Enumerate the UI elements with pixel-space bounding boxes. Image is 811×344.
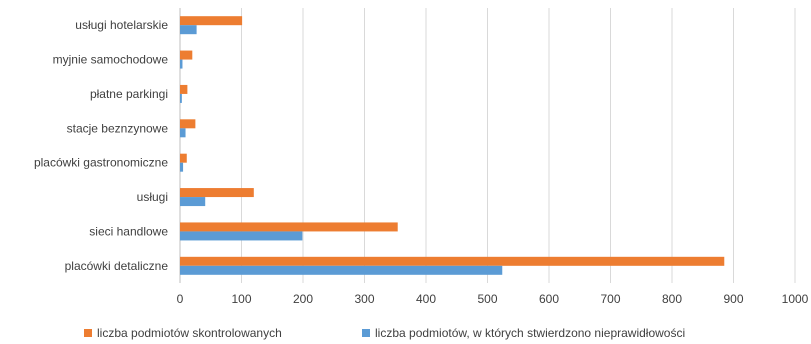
- bar-controlled: [180, 153, 187, 163]
- x-tick-label: 800: [662, 292, 682, 306]
- category-label: usługi hotelarskie: [75, 18, 168, 32]
- bar-irregularities: [180, 25, 197, 35]
- bar-controlled: [180, 84, 188, 94]
- bar-irregularities: [180, 231, 303, 241]
- bar-controlled: [180, 50, 193, 60]
- x-tick-label: 300: [354, 292, 374, 306]
- bar-irregularities: [180, 59, 183, 69]
- legend-swatch-irregularities: [362, 329, 370, 337]
- category-label: placówki detaliczne: [65, 259, 169, 273]
- category-label: placówki gastronomiczne: [34, 156, 168, 170]
- bar-controlled: [180, 256, 725, 266]
- x-tick-label: 900: [723, 292, 743, 306]
- bar-irregularities: [180, 93, 182, 103]
- bar-irregularities: [180, 128, 186, 138]
- bar-chart: 0 100 200 300 400 500 600 700 800 900 1000 usługi h…: [34, 8, 809, 306]
- category-label: myjnie samochodowe: [53, 53, 169, 67]
- category-label: usługi: [137, 190, 168, 204]
- legend-label-irregularities: liczba podmiotów, w których stwierdzono …: [375, 326, 686, 340]
- x-tick-label: 600: [539, 292, 559, 306]
- x-tick-label: 400: [416, 292, 436, 306]
- legend-label-controlled: liczba podmiotów skontrolowanych: [97, 326, 282, 340]
- category-label: płatne parkingi: [90, 87, 168, 101]
- x-tick-label: 1000: [782, 292, 809, 306]
- category-label: stacje beznzynowe: [67, 121, 169, 135]
- bar-controlled: [180, 222, 398, 232]
- bar-irregularities: [180, 197, 206, 207]
- legend-item-irregularities: liczba podmiotów, w których stwierdzono …: [362, 326, 685, 340]
- bar-irregularities: [180, 162, 184, 172]
- bar-controlled: [180, 16, 243, 26]
- x-tick-label: 0: [177, 292, 184, 306]
- x-tick-label: 200: [293, 292, 313, 306]
- x-tick-label: 500: [477, 292, 497, 306]
- category-label: sieci handlowe: [89, 224, 168, 238]
- bar-controlled: [180, 119, 196, 129]
- x-tick-label: 100: [231, 292, 251, 306]
- legend-swatch-controlled: [84, 329, 92, 337]
- bar-irregularities: [180, 265, 503, 275]
- chart-legend: liczba podmiotów skontrolowanych liczba …: [0, 326, 811, 344]
- x-tick-label: 700: [600, 292, 620, 306]
- legend-item-controlled: liczba podmiotów skontrolowanych: [84, 326, 282, 340]
- bar-controlled: [180, 188, 254, 198]
